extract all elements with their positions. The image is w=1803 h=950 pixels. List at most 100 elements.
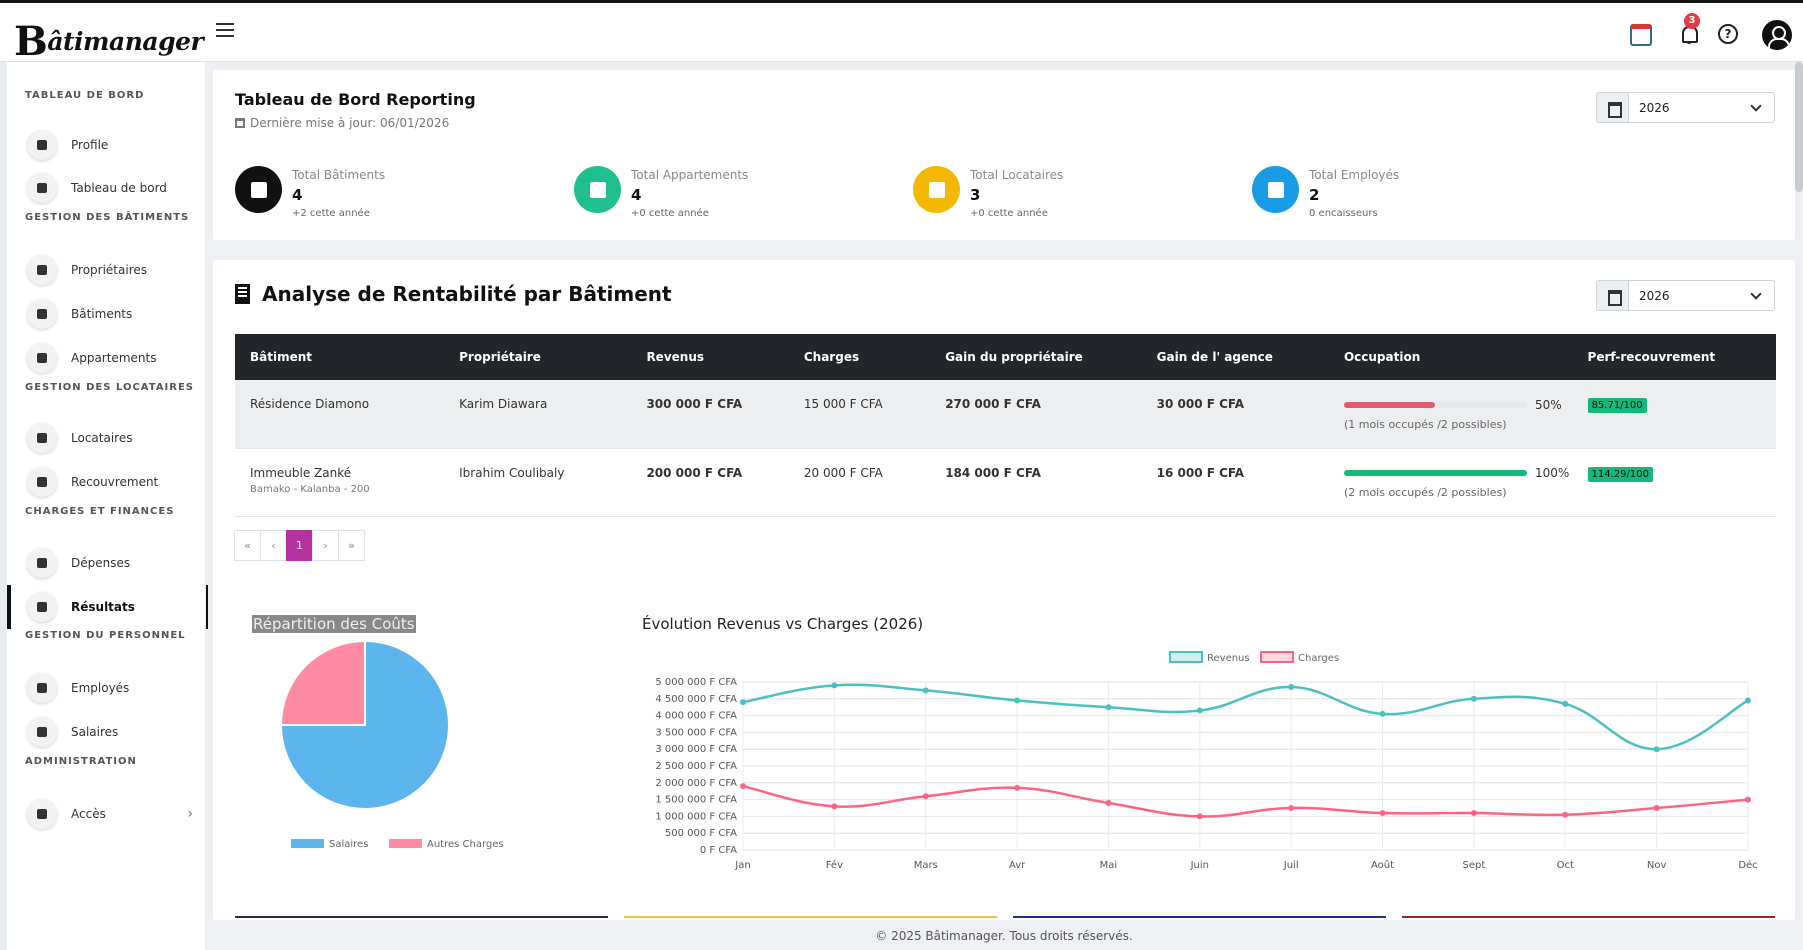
data-point-charges[interactable] xyxy=(1745,796,1751,803)
page-title: Tableau de Bord Reporting xyxy=(235,90,476,109)
data-point-charges[interactable] xyxy=(1470,810,1477,817)
notification-badge: 3 xyxy=(1684,13,1700,29)
sidebar-item-label: Dépenses xyxy=(71,556,131,570)
sidebar-item-appartements[interactable]: Appartements xyxy=(27,340,207,376)
data-point-charges[interactable] xyxy=(1288,805,1295,811)
data-point-revenus[interactable] xyxy=(1653,746,1660,753)
y-tick-label: 0 F CFA xyxy=(700,845,737,856)
data-point-revenus[interactable] xyxy=(1288,684,1295,691)
stat-label: Total Employés xyxy=(1309,168,1400,182)
invoice-icon xyxy=(27,548,57,578)
data-point-revenus[interactable] xyxy=(740,699,746,706)
x-tick-label: Juin xyxy=(1190,860,1209,870)
app-logo[interactable]: Bâtimanager xyxy=(14,18,204,65)
sidebar-item-label: Recouvrement xyxy=(71,475,159,489)
sidebar-item-proprietaires[interactable]: Propriétaires xyxy=(27,252,207,288)
pie-legend-label[interactable]: Autres Charges xyxy=(427,839,504,850)
line-chart-title: Évolution Revenus vs Charges (2026) xyxy=(642,615,924,633)
pie-slice-autres-charges[interactable] xyxy=(279,640,366,726)
data-point-charges[interactable] xyxy=(1105,799,1112,806)
page-next-button[interactable]: › xyxy=(312,530,339,561)
sidebar-item-label: Résultats xyxy=(71,600,135,614)
series-line-revenus[interactable] xyxy=(742,683,1749,751)
data-point-charges[interactable] xyxy=(1653,805,1660,811)
stat-note: +0 cette année xyxy=(970,208,1048,219)
sidebar-section-charges-et-finances: CHARGES ET FINANCES xyxy=(25,506,175,517)
user-icon xyxy=(27,130,57,160)
help-icon[interactable]: ? xyxy=(1718,24,1738,44)
card-border-bar xyxy=(235,916,608,918)
sidebar-item-locataires[interactable]: Locataires xyxy=(27,420,207,456)
x-tick-label: Mars xyxy=(914,860,938,870)
sidebar-section-administration: ADMINISTRATION xyxy=(25,756,137,767)
data-point-revenus[interactable] xyxy=(1105,704,1112,711)
sidebar-item-resultats[interactable]: Résultats xyxy=(7,585,208,629)
year-select-reporting[interactable]: 2026 xyxy=(1596,92,1775,123)
sidebar-item-acces[interactable]: Accès › xyxy=(27,796,207,832)
sidebar-item-depenses[interactable]: Dépenses xyxy=(27,545,207,581)
line-legend-label[interactable]: Charges xyxy=(1298,653,1339,664)
line-legend-label[interactable]: Revenus xyxy=(1207,653,1250,664)
data-point-revenus[interactable] xyxy=(1196,707,1203,714)
y-tick-label: 2 000 000 F CFA xyxy=(655,778,737,789)
sidebar-item-recouvrement[interactable]: Recouvrement xyxy=(27,464,207,500)
pagination: «‹ 1 ›» xyxy=(234,530,365,561)
building-icon xyxy=(235,166,282,213)
sidebar-item-tableau-de-bord[interactable]: Tableau de bord xyxy=(27,170,207,206)
pie-legend-label[interactable]: Salaires xyxy=(329,839,368,850)
stat-note: +2 cette année xyxy=(292,208,370,219)
column-header-gain-de-l-agence: Gain de l' agence xyxy=(1141,334,1329,380)
data-point-revenus[interactable] xyxy=(1379,710,1386,717)
calendar-icon[interactable] xyxy=(1630,24,1652,46)
stat-note: +0 cette année xyxy=(631,208,709,219)
sidebar-item-employes[interactable]: Employés xyxy=(27,670,207,706)
sidebar-item-salaires[interactable]: Salaires xyxy=(27,714,207,750)
year-select-analysis[interactable]: 2026 xyxy=(1596,280,1775,311)
cell-agency-gain: 30 000 F CFA xyxy=(1141,380,1329,449)
dashboard-icon xyxy=(27,173,57,203)
sidebar: TABLEAU DE BORD Profile Tableau de bord GES… xyxy=(0,62,208,950)
data-point-revenus[interactable] xyxy=(1470,695,1477,702)
page-last-button[interactable]: » xyxy=(338,530,365,561)
data-point-revenus[interactable] xyxy=(831,682,838,689)
series-line-charges[interactable] xyxy=(742,784,1749,818)
occupancy-progress-bar xyxy=(1343,401,1527,408)
user-avatar-icon[interactable] xyxy=(1762,20,1792,50)
table-row[interactable]: Immeuble Zanké Bamako - Kalanba - 200 Ibra… xyxy=(235,448,1776,517)
table-row[interactable]: Résidence Diamono Karim Diawara 300 000 F … xyxy=(235,380,1776,449)
data-point-revenus[interactable] xyxy=(1745,697,1751,704)
sidebar-item-profile[interactable]: Profile xyxy=(27,127,207,163)
sidebar-item-batiments[interactable]: Bâtiments xyxy=(27,296,207,332)
data-point-revenus[interactable] xyxy=(922,687,929,694)
menu-toggle-icon[interactable] xyxy=(216,23,234,37)
calendar-small-icon xyxy=(235,118,245,128)
y-tick-label: 4 000 000 F CFA xyxy=(655,711,737,722)
occupancy-progress-bar xyxy=(1343,470,1527,476)
data-point-charges[interactable] xyxy=(831,803,838,810)
x-tick-label: Fév xyxy=(826,859,843,870)
y-tick-label: 4 500 000 F CFA xyxy=(655,694,737,705)
cell-revenue: 300 000 F CFA xyxy=(631,380,789,449)
data-point-charges[interactable] xyxy=(1196,813,1203,820)
cell-building: Résidence Diamono xyxy=(235,380,445,449)
page-prev-button[interactable]: ‹ xyxy=(260,530,287,561)
y-tick-label: 3 500 000 F CFA xyxy=(655,727,737,738)
column-header-charges: Charges xyxy=(788,334,931,380)
revenue-charges-line-chart: 0 F CFA 500 000 F CFA 1 000 000 F CFA 1 500… xyxy=(655,651,1758,870)
data-point-charges[interactable] xyxy=(1379,810,1386,817)
stat-value: 4 xyxy=(631,186,642,204)
last-update: Dernière mise à jour: 06/01/2026 xyxy=(235,116,449,130)
data-point-charges[interactable] xyxy=(740,783,746,790)
money-icon xyxy=(27,717,57,747)
data-point-charges[interactable] xyxy=(922,793,929,800)
pie-slice-salaires[interactable] xyxy=(279,640,450,810)
page-first-button[interactable]: « xyxy=(234,530,261,561)
data-point-charges[interactable] xyxy=(1014,784,1021,791)
data-point-revenus[interactable] xyxy=(1014,697,1021,704)
footer: © 2025 Bâtimanager. Tous droits réservés… xyxy=(875,929,1133,943)
scrollbar[interactable] xyxy=(1795,62,1803,192)
data-point-charges[interactable] xyxy=(1562,811,1569,818)
y-tick-label: 2 500 000 F CFA xyxy=(655,761,737,772)
data-point-revenus[interactable] xyxy=(1562,700,1569,707)
page-number-button[interactable]: 1 xyxy=(286,530,313,561)
